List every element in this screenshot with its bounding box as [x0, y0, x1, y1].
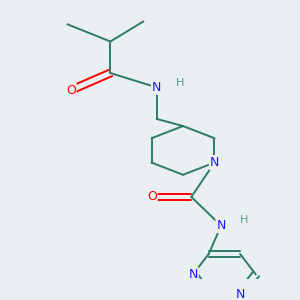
Text: O: O	[147, 190, 157, 203]
Text: H: H	[240, 215, 248, 225]
Text: O: O	[66, 84, 76, 97]
Text: N: N	[152, 81, 161, 94]
Text: H: H	[176, 78, 184, 88]
Text: N: N	[236, 288, 245, 300]
Text: N: N	[216, 219, 226, 232]
Text: N: N	[210, 156, 219, 169]
Text: N: N	[188, 268, 198, 281]
